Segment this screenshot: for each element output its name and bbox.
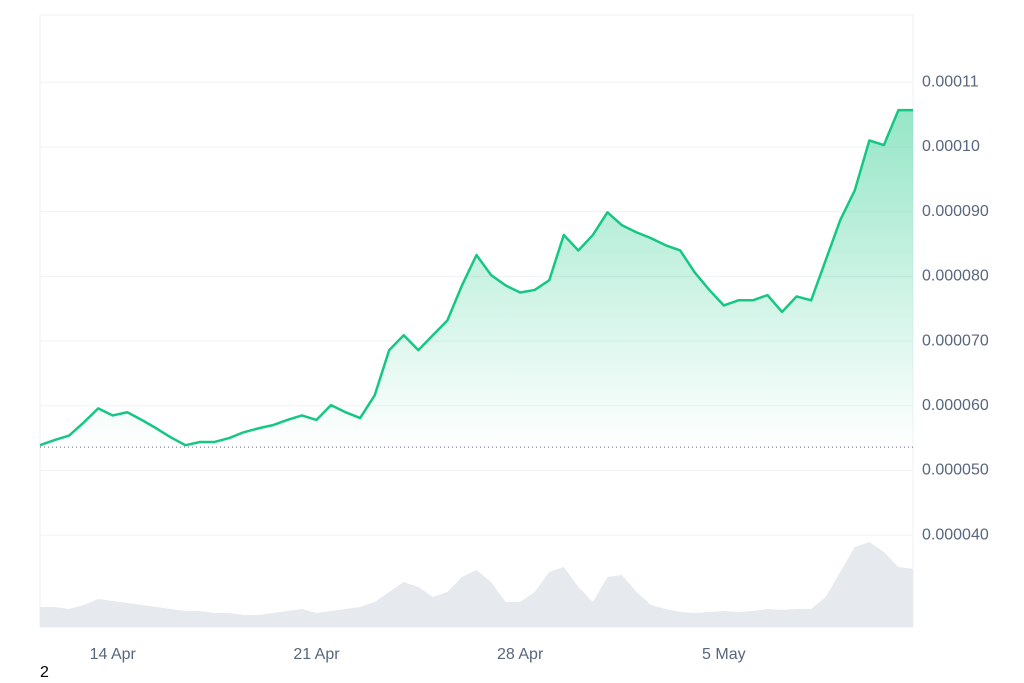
volume-area [40, 542, 913, 627]
y-tick-label: 0.000070 [922, 332, 989, 349]
y-tick-label: 0.000080 [922, 268, 989, 285]
y-tick-label: 0.000090 [922, 203, 989, 220]
price-line [39, 108, 913, 447]
x-tick-label: 28 Apr [497, 646, 544, 663]
y-tick-label: 0.00010 [922, 138, 980, 155]
x-tick-label: 5 May [702, 646, 746, 663]
y-tick-label: 0.00011 [922, 73, 979, 90]
footnote: 2 [40, 664, 49, 681]
y-tick-label: 0.000040 [922, 526, 989, 543]
x-tick-label: 14 Apr [90, 646, 137, 663]
y-tick-label: 0.000060 [922, 397, 989, 414]
x-tick-label: 21 Apr [293, 646, 340, 663]
price-area [40, 110, 913, 448]
y-tick-label: 0.000050 [922, 462, 989, 479]
